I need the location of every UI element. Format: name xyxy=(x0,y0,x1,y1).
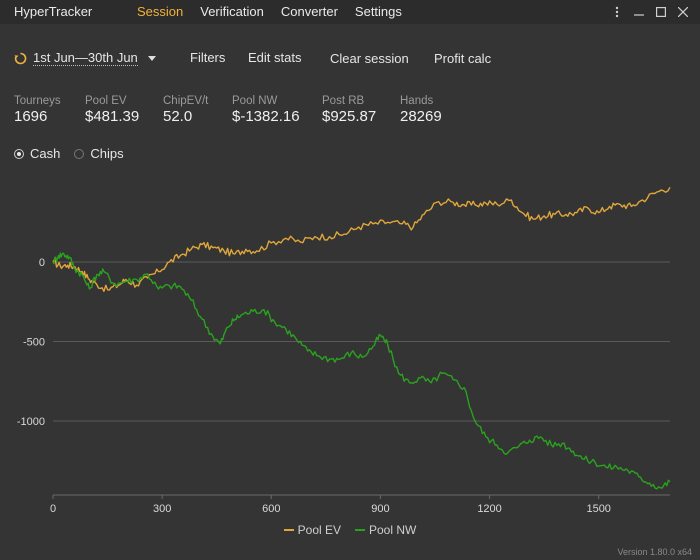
stat-value: 28269 xyxy=(400,108,442,125)
stat-value: 52.0 xyxy=(163,108,193,125)
main-nav: Session Verification Converter Settings xyxy=(137,4,402,19)
stat-label: Pool EV xyxy=(85,95,127,107)
stat-post-rb: Post RB $925.87 xyxy=(322,95,400,125)
chevron-down-icon[interactable] xyxy=(147,55,156,61)
mode-cash-radio[interactable]: Cash xyxy=(14,146,60,161)
window-controls xyxy=(606,2,694,22)
x-tick-label: 300 xyxy=(153,503,171,515)
mode-cash-label[interactable]: Cash xyxy=(30,146,61,161)
y-tick-label: -500 xyxy=(23,337,45,349)
mode-chips-radio[interactable]: Chips xyxy=(74,146,124,161)
x-tick-label: 900 xyxy=(371,503,389,515)
stat-pool-nw: Pool NW $-1382.16 xyxy=(232,95,322,125)
legend-item-pool-ev[interactable]: Pool EV xyxy=(283,523,341,537)
filters-button[interactable]: Filters xyxy=(190,50,226,65)
stat-label: Hands xyxy=(400,95,434,107)
stat-value: $481.39 xyxy=(85,108,140,125)
legend-swatch xyxy=(283,529,294,531)
mode-selector: Cash Chips xyxy=(14,146,124,161)
nav-session[interactable]: Session xyxy=(137,4,184,19)
stat-label: Post RB xyxy=(322,95,365,107)
app-title: HyperTracker xyxy=(14,4,93,19)
y-tick-label: 0 xyxy=(39,257,45,269)
stat-hands: Hands 28269 xyxy=(400,95,470,125)
profit-chart: 0 -500 -1000 0 300 600 900 1200 1500 xyxy=(17,186,671,515)
stat-chipev: ChipEV/t 52.0 xyxy=(163,95,232,125)
session-toolbar: 1st Jun—30th Jun xyxy=(14,48,156,68)
series-line-pool-ev xyxy=(52,186,671,292)
profit-calc-button[interactable]: Profit calc xyxy=(434,51,492,66)
stat-tourneys: Tourneys 1696 xyxy=(14,95,85,125)
x-tick-label: 1500 xyxy=(586,503,610,515)
version-label: Version 1.80.0 x64 xyxy=(617,547,692,557)
maximize-icon[interactable] xyxy=(650,2,672,22)
series-line-pool-nw xyxy=(52,252,671,490)
radio-selected-icon[interactable] xyxy=(14,148,24,159)
close-icon[interactable] xyxy=(672,2,694,22)
stat-pool-ev: Pool EV $481.39 xyxy=(85,95,163,125)
x-tick-label: 600 xyxy=(262,503,280,515)
legend-item-pool-nw[interactable]: Pool NW xyxy=(355,523,416,537)
clear-session-button[interactable]: Clear session xyxy=(330,51,409,66)
stat-value: $925.87 xyxy=(322,108,377,125)
legend-label: Pool NW xyxy=(369,523,417,537)
legend-label: Pool EV xyxy=(297,523,341,537)
date-range-label[interactable]: 1st Jun—30th Jun xyxy=(33,50,138,66)
title-bar: HyperTracker Session Verification Conver… xyxy=(0,0,700,24)
mode-chips-label[interactable]: Chips xyxy=(90,146,124,161)
refresh-icon[interactable] xyxy=(14,52,27,65)
chart-legend: Pool EV Pool NW xyxy=(0,523,700,537)
stat-value: $-1382.16 xyxy=(232,108,300,125)
stat-value: 1696 xyxy=(14,108,48,125)
legend-swatch xyxy=(355,529,365,531)
y-tick-label: -1000 xyxy=(17,416,45,428)
nav-converter[interactable]: Converter xyxy=(280,4,338,19)
vertical-dots-icon[interactable] xyxy=(606,2,628,22)
stats-panel: Tourneys 1696 Pool EV $481.39 ChipEV/t 5… xyxy=(14,95,470,125)
nav-verification[interactable]: Verification xyxy=(200,4,264,19)
stat-label: Pool NW xyxy=(232,95,278,107)
edit-stats-button[interactable]: Edit stats xyxy=(248,50,302,65)
x-tick-label: 1200 xyxy=(477,503,501,515)
radio-unselected-icon[interactable] xyxy=(74,148,85,159)
stat-label: Tourneys xyxy=(14,95,61,107)
nav-settings[interactable]: Settings xyxy=(354,4,402,19)
date-range-selector[interactable]: 1st Jun—30th Jun xyxy=(14,50,156,66)
x-tick-label: 0 xyxy=(50,503,56,515)
stat-label: ChipEV/t xyxy=(163,95,209,107)
minimize-icon[interactable] xyxy=(628,2,650,22)
